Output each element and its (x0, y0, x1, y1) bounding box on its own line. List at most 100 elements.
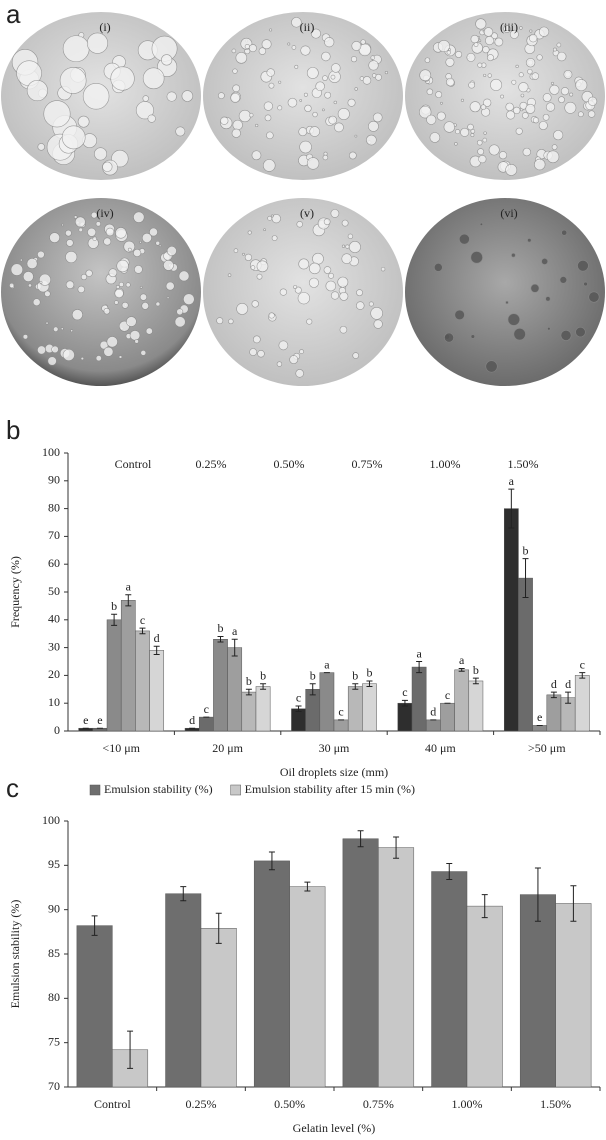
droplet (50, 233, 60, 243)
droplet (471, 251, 483, 263)
droplet (469, 82, 475, 88)
droplet (519, 82, 529, 92)
y-tick-label: 90 (48, 473, 60, 487)
droplet (444, 122, 455, 133)
droplet (547, 151, 559, 163)
micrograph (203, 198, 403, 386)
droplet (78, 116, 89, 127)
droplet (313, 112, 318, 117)
droplet (44, 101, 70, 127)
droplet (529, 34, 537, 42)
droplet (218, 93, 224, 99)
image-label: (iv) (96, 206, 113, 220)
bar (77, 926, 112, 1087)
significance-label: a (324, 657, 330, 671)
droplet (71, 330, 73, 332)
droplet (467, 53, 475, 61)
x-axis-title: Gelatin level (%) (293, 1121, 376, 1135)
droplet (369, 61, 379, 71)
droplet (72, 309, 83, 320)
significance-label: c (204, 702, 209, 716)
droplet (534, 159, 545, 170)
droplet (177, 309, 183, 315)
droplet (38, 143, 45, 150)
x-tick-label: 0.25% (186, 1097, 217, 1111)
droplet (103, 162, 113, 172)
image-label: (vi) (500, 206, 517, 220)
droplet (588, 97, 597, 106)
droplet (27, 80, 48, 101)
y-tick-label: 70 (48, 528, 60, 542)
droplet (119, 356, 122, 359)
droplet (576, 79, 587, 90)
droplet (86, 270, 93, 277)
significance-label: a (509, 474, 515, 488)
droplet (277, 362, 282, 367)
droplet (342, 254, 352, 264)
droplet (228, 319, 233, 324)
droplet (140, 294, 147, 301)
bar (201, 928, 236, 1087)
droplet (589, 292, 599, 302)
y-axis-title: Emulsion stability (%) (8, 900, 22, 1009)
droplet (104, 308, 110, 314)
legend-label: 0.75% (352, 457, 383, 471)
droplet (81, 357, 84, 360)
droplet (74, 216, 77, 219)
droplet (455, 310, 465, 320)
droplet (44, 291, 50, 297)
significance-label: d (189, 713, 195, 727)
droplet (115, 227, 126, 238)
panel-label: a (6, 0, 21, 29)
droplet (116, 285, 119, 288)
droplet (468, 124, 474, 130)
droplet (478, 63, 482, 67)
droplet (167, 246, 176, 255)
droplet (228, 274, 231, 277)
significance-label: c (580, 657, 585, 671)
image-label: (i) (99, 20, 110, 34)
droplet (340, 326, 347, 333)
droplet (324, 219, 330, 225)
droplet (307, 158, 319, 170)
droplet (81, 274, 87, 280)
droplet (448, 49, 450, 51)
bar (199, 717, 213, 731)
significance-label: a (126, 580, 132, 594)
droplet (239, 110, 251, 122)
legend-label: 1.00% (430, 457, 461, 471)
droplet (373, 113, 382, 122)
droplet (242, 253, 244, 255)
droplet (233, 85, 240, 92)
droplet (20, 259, 22, 261)
droplet (175, 317, 185, 327)
droplet (484, 132, 487, 135)
droplet (297, 221, 303, 227)
droplet (106, 228, 114, 236)
droplet (506, 103, 514, 111)
droplet (278, 106, 282, 110)
bar (547, 695, 561, 731)
droplet (430, 133, 440, 143)
legend-label: 1.50% (508, 457, 539, 471)
droplet (149, 228, 157, 236)
droplet (454, 142, 457, 145)
droplet (570, 93, 573, 96)
droplet (521, 94, 524, 97)
significance-label: d (551, 677, 557, 691)
droplet (271, 215, 273, 217)
droplet (234, 249, 238, 253)
droplet (252, 301, 259, 308)
droplet (33, 299, 40, 306)
bar (533, 725, 547, 731)
droplet (490, 79, 501, 90)
droplet (479, 40, 481, 42)
bar (121, 600, 135, 731)
droplet (550, 85, 559, 94)
droplet (381, 267, 385, 271)
y-tick-label: 0 (54, 723, 60, 737)
droplet (87, 33, 108, 54)
droplet (539, 27, 549, 37)
droplet (486, 361, 497, 372)
y-tick-label: 95 (48, 857, 60, 871)
